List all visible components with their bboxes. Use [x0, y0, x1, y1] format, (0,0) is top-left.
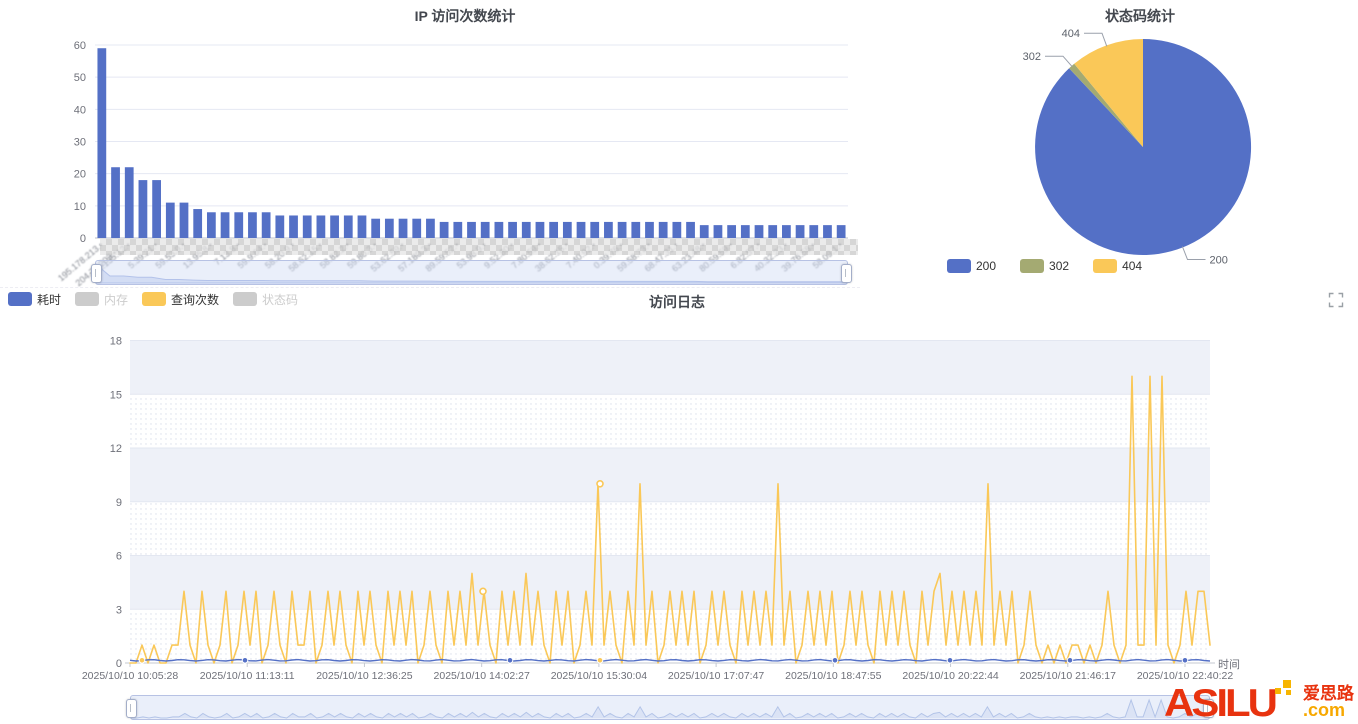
svg-text:2025/10/10 17:07:47: 2025/10/10 17:07:47	[668, 670, 765, 682]
pie-chart-legend: 200 302 404	[947, 258, 1142, 274]
pixelated-mask-overlay	[100, 239, 858, 255]
legend-swatch	[233, 292, 258, 306]
fullscreen-icon[interactable]	[1328, 292, 1344, 308]
svg-text:2025/10/10 15:30:04: 2025/10/10 15:30:04	[551, 670, 648, 682]
bar-chart-title: IP 访问次数统计	[414, 8, 516, 24]
svg-text:40: 40	[74, 104, 86, 116]
svg-text:2025/10/10 18:47:55: 2025/10/10 18:47:55	[785, 670, 882, 682]
legend-label: 404	[1122, 259, 1143, 273]
svg-text:30: 30	[74, 137, 86, 149]
svg-text:2025/10/10 10:05:28: 2025/10/10 10:05:28	[82, 670, 179, 682]
svg-text:302: 302	[1023, 51, 1041, 63]
datazoom-left-handle[interactable]	[126, 699, 137, 718]
svg-text:0: 0	[116, 658, 122, 670]
svg-text:60: 60	[74, 40, 86, 52]
line-chart-legend: 耗时 内存 查询次数 状态码	[8, 291, 298, 307]
bar-chart-datazoom-slider[interactable]	[91, 260, 852, 285]
svg-text:6: 6	[116, 551, 122, 563]
svg-text:404: 404	[1062, 28, 1080, 40]
logo-brand-text: ASILU	[1164, 680, 1278, 724]
svg-text:2025/10/10 12:36:25: 2025/10/10 12:36:25	[316, 670, 413, 682]
line-chart-datazoom-slider[interactable]	[126, 695, 1214, 720]
pie-legend-item-302[interactable]: 302	[1020, 259, 1069, 273]
svg-text:3: 3	[116, 604, 122, 616]
svg-text:2025/10/10 14:02:27: 2025/10/10 14:02:27	[434, 670, 531, 682]
datazoom-right-handle[interactable]	[841, 264, 852, 283]
svg-text:12: 12	[110, 443, 122, 455]
panel-separator	[0, 287, 860, 288]
legend-swatch	[8, 292, 32, 306]
svg-text:50: 50	[74, 72, 86, 84]
svg-text:时间: 时间	[1218, 658, 1240, 671]
legend-label: 302	[1049, 259, 1070, 273]
svg-text:200: 200	[1210, 255, 1228, 267]
legend-swatch	[1093, 259, 1118, 273]
legend-swatch	[1020, 259, 1045, 273]
access-log-line-chart: 0 3 6 9 12 15 18 2025/10/10 10:05:28 2025/10/10 …	[82, 336, 1240, 683]
logo-chinese-text: 爱思路	[1303, 684, 1354, 703]
svg-text:20: 20	[74, 169, 86, 181]
svg-text:15: 15	[110, 389, 122, 401]
legend-label: 内存	[104, 292, 129, 307]
status-code-pie-chart: 200 302 404	[1023, 28, 1252, 267]
legend-swatch	[75, 292, 100, 306]
pie-legend-item-200[interactable]: 200	[947, 259, 996, 273]
legend-item-状态码[interactable]: 状态码	[233, 291, 298, 308]
legend-label: 查询次数	[171, 292, 220, 307]
legend-swatch	[947, 259, 971, 273]
pie-chart-title: 状态码统计	[1105, 8, 1175, 24]
legend-label: 耗时	[37, 292, 62, 307]
legend-item-耗时[interactable]: 耗时	[8, 291, 61, 308]
svg-text:2025/10/10 20:22:44: 2025/10/10 20:22:44	[902, 670, 999, 682]
datazoom-left-handle[interactable]	[91, 264, 102, 283]
pie-legend-item-404[interactable]: 404	[1093, 259, 1142, 273]
line-chart-title: 访问日志	[649, 294, 705, 310]
svg-text:2025/10/10 11:13:11: 2025/10/10 11:13:11	[200, 670, 295, 682]
svg-text:2025/10/10 21:46:17: 2025/10/10 21:46:17	[1020, 670, 1117, 682]
svg-text:18: 18	[110, 336, 122, 348]
legend-item-内存[interactable]: 内存	[75, 291, 128, 308]
svg-text:0: 0	[80, 233, 86, 245]
logo-domain-text: .com	[1303, 700, 1346, 720]
svg-text:2025/10/10 22:40:22: 2025/10/10 22:40:22	[1137, 670, 1234, 682]
legend-label: 状态码	[262, 292, 299, 307]
svg-text:9: 9	[116, 497, 122, 509]
logo-pixel-accent	[1275, 680, 1297, 720]
asilu-logo: ASILU 爱思路 .com	[1164, 680, 1354, 724]
legend-label: 200	[976, 259, 997, 273]
svg-text:10: 10	[74, 201, 86, 213]
datazoom-right-handle[interactable]	[1203, 699, 1214, 718]
legend-item-查询次数[interactable]: 查询次数	[142, 291, 219, 308]
legend-swatch	[142, 292, 167, 306]
datazoom-preview	[96, 263, 847, 284]
datazoom-preview	[131, 698, 1209, 719]
